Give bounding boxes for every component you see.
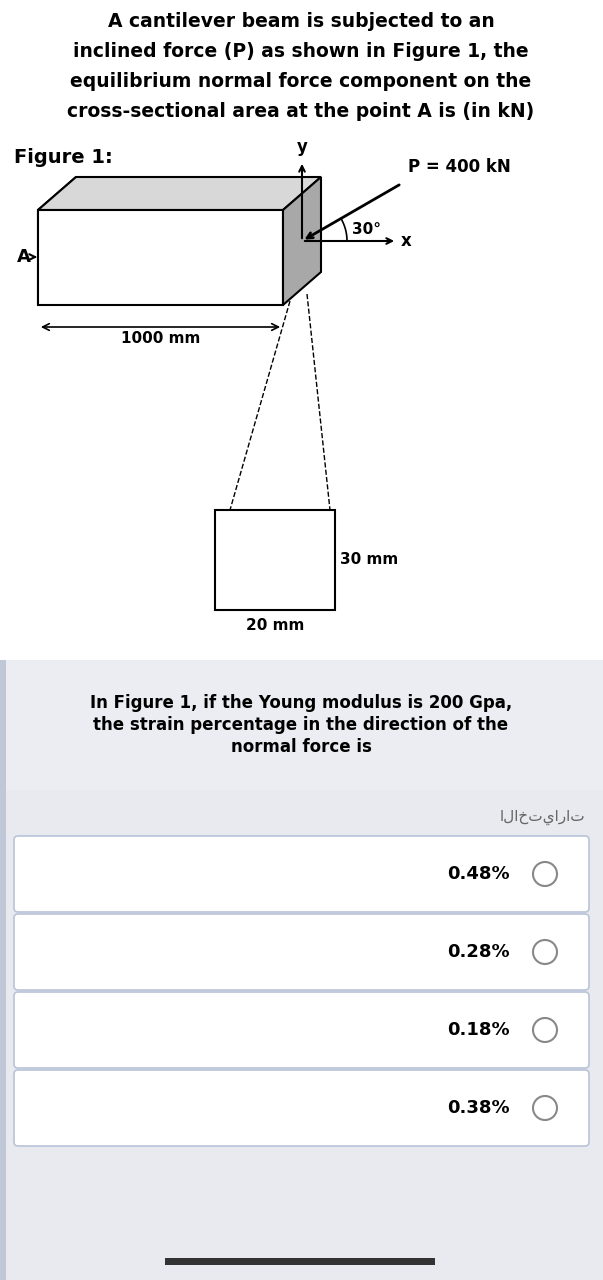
FancyBboxPatch shape <box>215 509 335 611</box>
Text: 30°: 30° <box>352 221 381 237</box>
Text: 30 mm: 30 mm <box>340 553 398 567</box>
FancyBboxPatch shape <box>0 790 6 1280</box>
Text: equilibrium normal force component on the: equilibrium normal force component on th… <box>71 72 532 91</box>
Text: الاختيارات: الاختيارات <box>499 810 585 826</box>
FancyBboxPatch shape <box>0 660 6 790</box>
Text: Figure 1:: Figure 1: <box>14 148 113 166</box>
Text: 0.48%: 0.48% <box>447 865 510 883</box>
Text: 1000 mm: 1000 mm <box>121 332 200 346</box>
FancyBboxPatch shape <box>165 1258 435 1265</box>
FancyBboxPatch shape <box>14 1070 589 1146</box>
Polygon shape <box>38 177 76 305</box>
Polygon shape <box>283 177 321 305</box>
FancyBboxPatch shape <box>0 790 603 1280</box>
FancyBboxPatch shape <box>14 836 589 911</box>
Text: 0.38%: 0.38% <box>447 1100 510 1117</box>
Polygon shape <box>38 177 321 210</box>
Text: y: y <box>297 138 308 156</box>
FancyBboxPatch shape <box>0 660 603 790</box>
FancyBboxPatch shape <box>14 914 589 989</box>
Text: the strain percentage in the direction of the: the strain percentage in the direction o… <box>93 716 508 733</box>
Circle shape <box>533 1018 557 1042</box>
Text: A: A <box>17 248 31 266</box>
Text: normal force is: normal force is <box>230 739 371 756</box>
Text: x: x <box>401 232 412 250</box>
Text: Area: Area <box>253 550 297 570</box>
Text: P = 400 kN: P = 400 kN <box>408 157 510 175</box>
Polygon shape <box>38 210 283 305</box>
Circle shape <box>533 861 557 886</box>
Text: In Figure 1, if the Young modulus is 200 Gpa,: In Figure 1, if the Young modulus is 200… <box>90 694 512 712</box>
Text: A cantilever beam is subjected to an: A cantilever beam is subjected to an <box>107 12 494 31</box>
Text: 0.28%: 0.28% <box>447 943 510 961</box>
Text: inclined force (P) as shown in Figure 1, the: inclined force (P) as shown in Figure 1,… <box>73 42 529 61</box>
FancyBboxPatch shape <box>14 992 589 1068</box>
Circle shape <box>533 1096 557 1120</box>
Text: cross-sectional area at the point A is (in kN): cross-sectional area at the point A is (… <box>68 102 535 122</box>
Circle shape <box>533 940 557 964</box>
Text: 0.18%: 0.18% <box>447 1021 510 1039</box>
Text: 20 mm: 20 mm <box>246 618 304 634</box>
